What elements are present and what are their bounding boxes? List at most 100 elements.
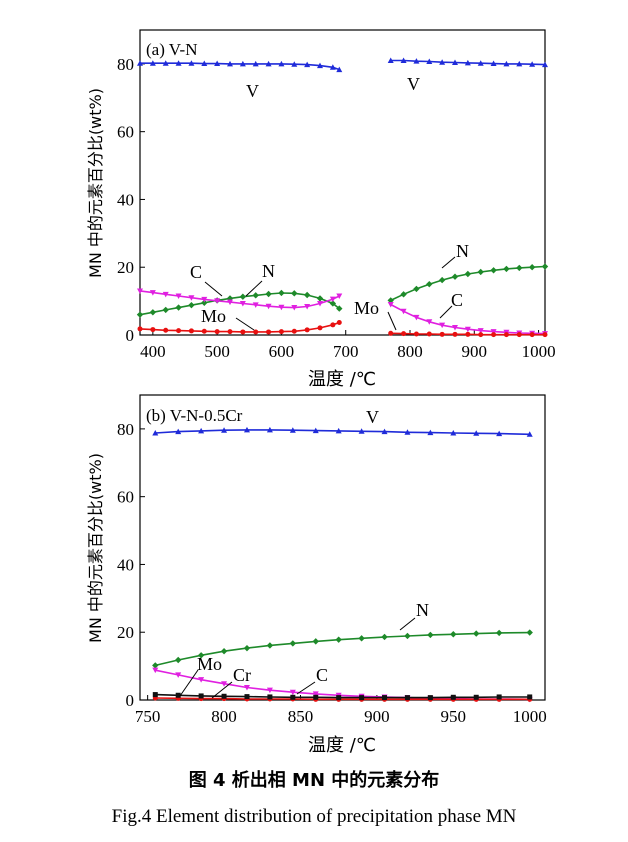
- data-point-a-c-5: [201, 296, 208, 303]
- panel-title-a: (a) V-N: [146, 40, 197, 59]
- data-point-b-c-1: [175, 672, 182, 678]
- data-point-b-v-7: [312, 427, 319, 434]
- data-point-a-v-18: [400, 57, 407, 63]
- data-point-b-n-1: [175, 656, 182, 664]
- data-point-a-c-14: [317, 300, 323, 307]
- data-point-a-v-2: [162, 60, 169, 66]
- data-point-b-cr-11: [404, 695, 410, 701]
- data-point-a-mo-23: [465, 331, 471, 337]
- x-tick-label-a-800: 800: [397, 342, 423, 361]
- data-point-b-c-5: [266, 687, 273, 694]
- data-point-b-cr-2: [198, 693, 204, 699]
- data-point-a-mo-26: [503, 332, 509, 338]
- data-point-a-n-29: [541, 263, 549, 270]
- data-point-b-n-3: [220, 648, 228, 655]
- data-point-b-cr-5: [267, 694, 273, 700]
- data-point-a-v-11: [278, 60, 285, 67]
- data-point-a-mo-14: [317, 325, 323, 331]
- annotation-v-left: V: [246, 81, 259, 101]
- data-point-b-v-0: [152, 429, 159, 436]
- data-point-a-mo-12: [291, 328, 297, 334]
- data-point-a-mo-18: [401, 331, 407, 337]
- data-point-a-mo-6: [214, 329, 220, 335]
- annotation-n-b: N: [416, 600, 429, 620]
- data-point-b-n-4: [243, 644, 251, 652]
- caption-en: Fig.4 Element distribution of precipitat…: [112, 806, 517, 827]
- data-point-a-v-16: [336, 66, 343, 73]
- data-point-a-mo-2: [163, 327, 169, 333]
- plot-frame-a: [139, 29, 546, 336]
- data-point-a-v-5: [201, 60, 208, 67]
- data-point-a-v-26: [503, 60, 510, 67]
- data-point-a-v-19: [413, 58, 420, 64]
- data-point-a-n-12: [291, 290, 298, 297]
- data-point-a-c-9: [252, 302, 259, 308]
- data-point-b-cr-15: [496, 694, 502, 700]
- series-group-b: [152, 426, 533, 703]
- y-tick-label-a-20: 20: [117, 258, 134, 277]
- data-point-b-cr-3: [221, 693, 227, 699]
- data-point-b-v-4: [243, 426, 250, 433]
- annotation-n-right: N: [456, 241, 469, 261]
- leader-mo-left: [235, 317, 255, 331]
- annotation-n-left: N: [262, 261, 275, 281]
- x-axis-label-b: 温度 /℃: [308, 735, 376, 756]
- data-point-a-n-25: [490, 267, 497, 274]
- data-point-a-v-20: [426, 58, 433, 65]
- y-axis-label-a: MN 中的元素百分比(wt%): [86, 88, 105, 278]
- data-point-b-v-6: [289, 427, 296, 433]
- data-point-b-v-2: [198, 427, 205, 434]
- data-point-a-mo-10: [266, 329, 272, 335]
- caption-zh: 图 4 析出相 MN 中的元素分布: [189, 769, 440, 791]
- data-point-b-v-8: [335, 427, 342, 434]
- data-point-a-v-17: [387, 57, 394, 63]
- data-point-b-n-8: [335, 636, 342, 643]
- data-point-b-n-2: [197, 652, 205, 659]
- data-point-a-n-2: [162, 306, 169, 314]
- series-line-b-v-0: [155, 429, 530, 436]
- data-point-a-n-24: [477, 268, 484, 276]
- data-point-a-n-22: [451, 273, 459, 280]
- data-point-a-n-1: [149, 309, 157, 316]
- data-point-a-mo-15: [330, 322, 336, 328]
- x-tick-label-b-800: 800: [211, 707, 237, 726]
- data-point-b-v-10: [381, 428, 388, 435]
- annotation-c-b: C: [316, 665, 328, 685]
- data-point-a-n-3: [175, 304, 182, 311]
- data-point-a-c-12: [291, 305, 298, 311]
- data-point-a-n-18: [400, 291, 407, 298]
- data-point-b-n-10: [381, 633, 388, 641]
- data-point-a-c-13: [304, 304, 311, 310]
- y-tick-label-a-60: 60: [117, 123, 134, 142]
- data-point-b-n-7: [312, 638, 319, 645]
- annotation-mo-right: Mo: [354, 298, 379, 318]
- data-point-a-mo-19: [413, 331, 419, 337]
- data-point-a-c-3: [175, 293, 182, 300]
- data-point-a-v-1: [149, 60, 156, 66]
- y-tick-label-a-40: 40: [117, 190, 134, 209]
- data-point-a-c-22: [452, 325, 458, 331]
- data-point-b-v-12: [427, 429, 434, 436]
- series-line-b-c-0: [155, 669, 530, 701]
- data-point-a-v-29: [542, 61, 548, 68]
- data-point-a-v-28: [529, 61, 536, 67]
- data-point-a-v-6: [214, 60, 221, 67]
- data-point-a-mo-20: [426, 331, 432, 337]
- x-tick-label-a-600: 600: [269, 342, 295, 361]
- data-point-a-mo-17: [388, 330, 394, 336]
- data-point-b-cr-10: [382, 695, 388, 701]
- x-tick-label-b-750: 750: [135, 707, 161, 726]
- data-point-b-cr-1: [175, 692, 181, 698]
- data-point-a-c-10: [265, 303, 272, 310]
- data-point-a-mo-13: [304, 327, 310, 333]
- x-tick-label-b-900: 900: [364, 707, 390, 726]
- data-point-a-mo-27: [516, 332, 522, 338]
- data-point-b-n-15: [495, 629, 503, 637]
- x-axis-label-a: 温度 /℃: [308, 369, 376, 390]
- data-point-b-cr-13: [450, 694, 456, 700]
- leader-mo-b: [179, 669, 199, 697]
- data-point-b-v-13: [450, 429, 457, 436]
- data-point-a-n-26: [503, 265, 510, 273]
- leader-c-left: [204, 281, 223, 297]
